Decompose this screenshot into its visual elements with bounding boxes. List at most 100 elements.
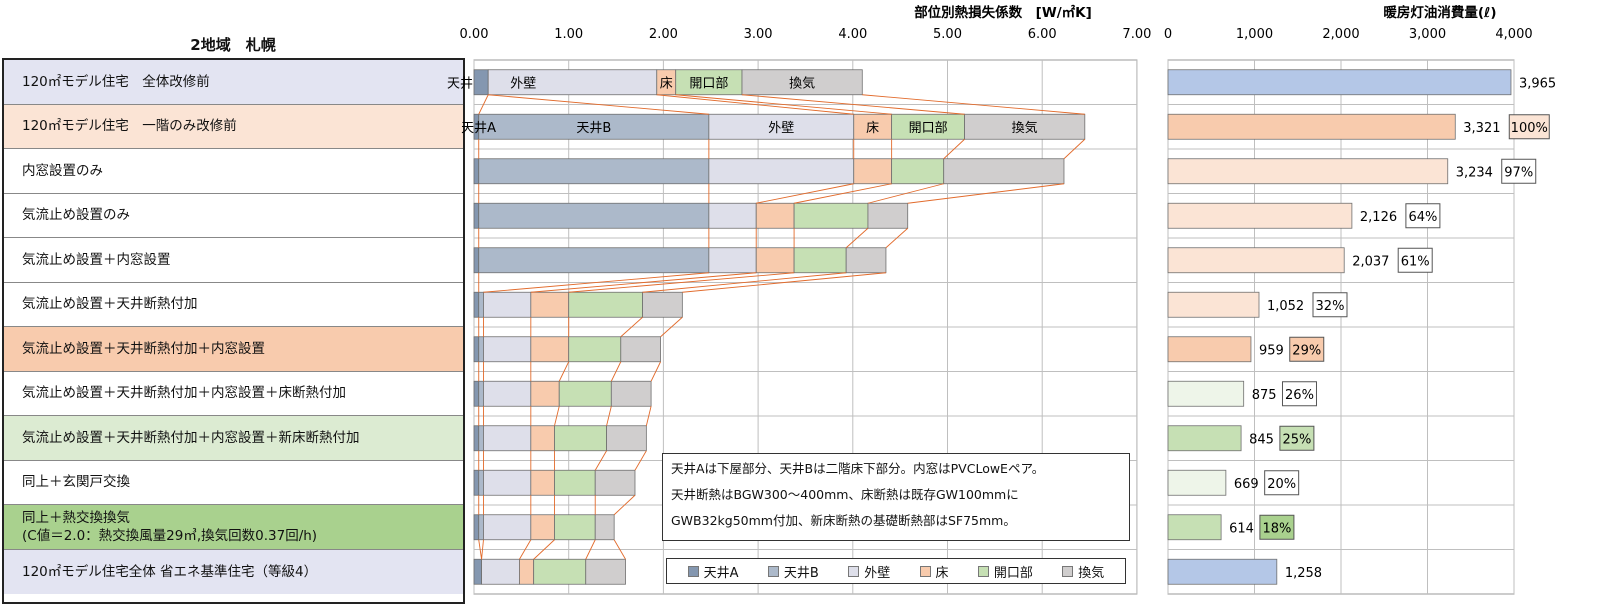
x-tick-label: 2.00	[649, 27, 678, 42]
connector-line	[533, 539, 555, 560]
percent-box	[1289, 336, 1325, 362]
note-box: 天井Aは下屋部分、天井Bは二階床下部分。内窓はPVCLowEペア。 天井断熱はB…	[662, 453, 1130, 541]
scenario-table: 120㎡モデル住宅 全体改修前 120㎡モデル住宅 一階のみ改修前内窓設置のみ気流…	[2, 58, 465, 604]
x-tick-label: 0	[1164, 27, 1172, 42]
x-tick-label: 7.00	[1122, 27, 1151, 42]
connector-line	[642, 272, 847, 293]
row-label: 内窓設置のみ	[22, 162, 103, 179]
connector-line	[675, 94, 892, 115]
bar-segment	[483, 425, 532, 452]
segment-label: 開口部	[689, 76, 728, 91]
bar-segment	[473, 469, 480, 496]
bar-segment	[530, 380, 560, 407]
row-label: 120㎡モデル住宅 全体改修前	[22, 73, 210, 90]
bar-segment	[853, 158, 893, 185]
legend-swatch	[977, 565, 989, 577]
connector-line	[943, 138, 965, 160]
row-label: 気流止め設置＋天井断熱付加＋内窓設置	[22, 340, 265, 357]
bar-segment	[530, 291, 570, 318]
connector-line	[530, 272, 757, 293]
x-tick-label: 4.00	[838, 27, 867, 42]
row-label: 気流止め設置＋天井断熱付加＋内窓設置＋新床断熱付加	[22, 429, 360, 446]
bar-segment	[606, 425, 647, 452]
percent-box	[1397, 247, 1433, 273]
connector-line	[585, 539, 596, 560]
connector-line	[488, 94, 709, 115]
note-line: 天井断熱はBGW300～400mm、床断熱は既存GW100mmに	[671, 487, 1019, 502]
table-row: 気流止め設置のみ	[4, 193, 463, 238]
legend: 天井A 天井B 外壁 床 開口部 換気	[666, 558, 1126, 584]
percent-box	[1312, 292, 1348, 318]
legend-label: 外壁	[864, 565, 891, 581]
connector-line	[478, 94, 489, 115]
table-row: 120㎡モデル住宅 一階のみ改修前	[4, 104, 463, 149]
legend-label: 床	[935, 565, 949, 581]
x-tick-label: 1,000	[1236, 27, 1273, 42]
legend-item: 床	[919, 562, 949, 581]
row-label: 120㎡モデル住宅全体 省エネ基準住宅（等級4）	[22, 563, 318, 580]
bar	[1167, 425, 1242, 452]
connector-line	[558, 361, 570, 382]
row-label: 同上＋熱交換換気 (C値＝2.0：熱交換風量29㎥,換気回数0.37回/h)	[22, 509, 318, 544]
bar-segment	[755, 202, 795, 229]
bar-segment	[473, 158, 480, 185]
percent-label: 20%	[1267, 477, 1296, 492]
bar-segment	[755, 247, 795, 274]
connector-line	[620, 316, 643, 338]
bar-segment	[891, 113, 965, 140]
bar-segment	[478, 113, 710, 140]
bar-segment	[483, 469, 532, 496]
bar-segment	[594, 514, 615, 541]
bar	[1167, 158, 1449, 185]
bar-segment	[478, 514, 484, 541]
table-row: 同上＋玄関戸交換	[4, 460, 463, 505]
bar-segment	[610, 380, 652, 407]
percent-label: 61%	[1401, 254, 1430, 269]
bar-segment	[568, 291, 643, 318]
bar-segment	[708, 158, 855, 185]
bar-segment	[473, 202, 480, 229]
x-tick-label: 6.00	[1028, 27, 1057, 42]
connector-line	[885, 227, 909, 249]
bar-segment	[478, 336, 484, 363]
legend-swatch	[919, 565, 931, 577]
bar-segment	[473, 291, 480, 318]
table-row: 気流止め設置＋内窓設置	[4, 238, 463, 283]
value-label: 614	[1229, 521, 1254, 536]
bar-segment	[478, 380, 484, 407]
percent-label: 18%	[1262, 521, 1291, 536]
bar-segment	[554, 514, 596, 541]
region-title: 2地域 札幌	[190, 36, 276, 54]
connector-line	[656, 94, 854, 115]
segment-label: 換気	[789, 75, 815, 91]
bar-segment	[568, 336, 622, 363]
segment-label: 天井B	[576, 121, 611, 136]
legend-item: 天井A	[687, 562, 739, 581]
bar-segment	[554, 425, 607, 452]
value-label: 959	[1259, 343, 1284, 358]
row-label: 同上＋玄関戸交換	[22, 474, 130, 491]
x-tick-label: 3.00	[744, 27, 773, 42]
bar-segment	[642, 291, 683, 318]
bar-segment	[473, 558, 482, 585]
x-tick-label: 4,000	[1495, 27, 1532, 42]
bar	[1167, 113, 1456, 140]
bar-segment	[867, 202, 909, 229]
connector-line	[481, 539, 484, 560]
percent-box	[1264, 470, 1300, 496]
connector-line	[594, 450, 607, 471]
connector-line	[613, 539, 626, 560]
connector-line	[862, 94, 1085, 115]
percent-box	[1279, 425, 1315, 451]
bar-segment	[585, 558, 626, 585]
segment-label: 開口部	[909, 121, 948, 136]
bar-segment	[473, 247, 480, 274]
connector-line	[519, 539, 532, 560]
legend-label: 天井A	[703, 565, 739, 581]
bar-segment	[708, 202, 757, 229]
connector-line	[907, 183, 1065, 204]
percent-label: 29%	[1292, 343, 1321, 358]
legend-label: 天井B	[783, 565, 819, 581]
bar-segment	[533, 558, 587, 585]
bar-segment	[793, 202, 869, 229]
